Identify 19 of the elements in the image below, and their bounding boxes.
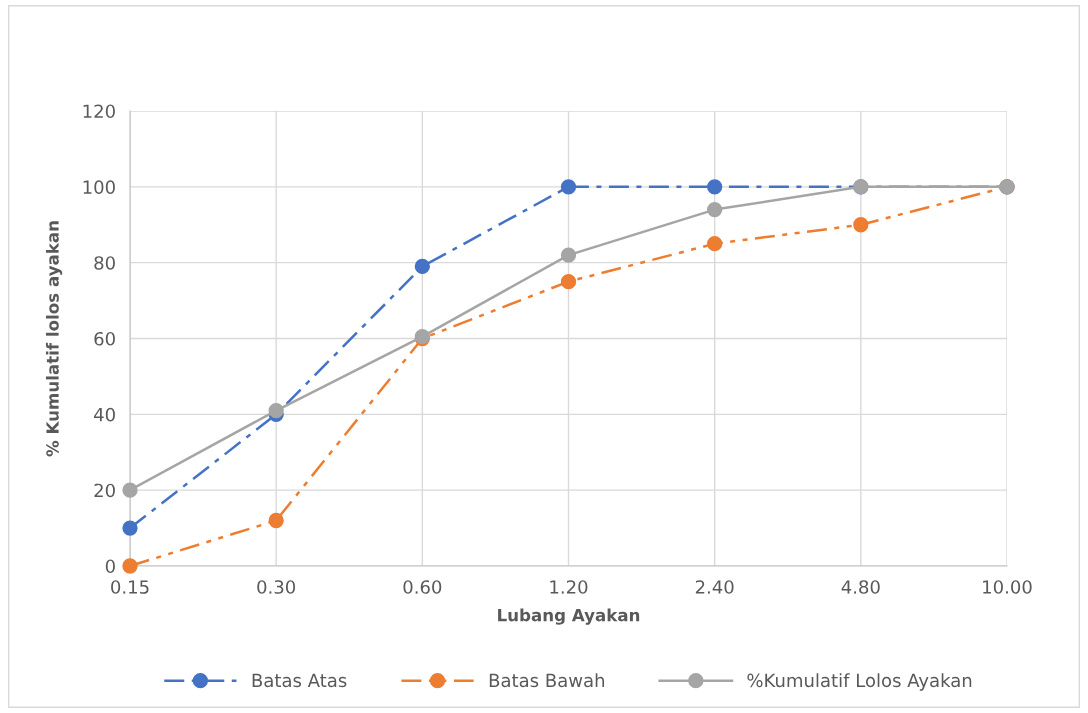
legend-label: Batas Bawah (489, 673, 605, 688)
legend-label: Batas Atas (252, 673, 347, 688)
x-tick-label: 0.60 (403, 580, 442, 594)
y-axis-title: % Kumulatif lolos ayakan (45, 221, 63, 457)
y-tick-label: 20 (94, 483, 115, 498)
x-tick-label: 4.80 (841, 580, 880, 594)
y-tick-label: 0 (105, 559, 115, 574)
x-axis-title: Lubang Ayakan (498, 608, 640, 625)
x-tick-label: 2.40 (695, 580, 734, 594)
y-tick-label: 100 (83, 180, 115, 194)
y-tick-label: 120 (83, 104, 115, 119)
x-tick-label: 0.30 (257, 580, 296, 594)
x-tick-label: 10.00 (983, 580, 1032, 594)
x-tick-label: 0.15 (111, 580, 149, 594)
legend-label: %Kumulatif Lolos Ayakan (747, 673, 972, 691)
y-tick-label: 40 (94, 407, 115, 422)
y-tick-label: 80 (94, 256, 115, 270)
y-tick-label: 60 (94, 331, 115, 346)
x-tick-label: 1.20 (550, 580, 588, 594)
